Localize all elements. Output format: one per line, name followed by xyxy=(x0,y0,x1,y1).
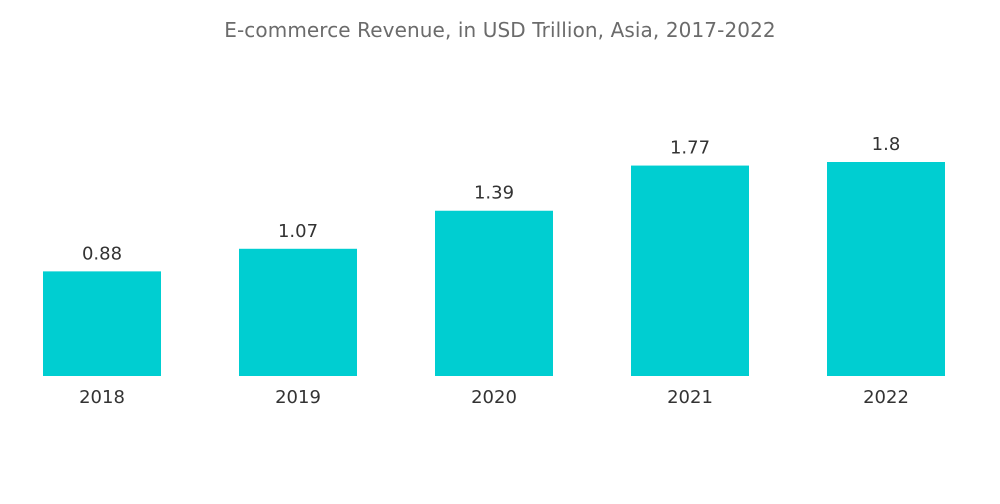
x-tick-label-2018: 2018 xyxy=(79,387,125,408)
bar-2018 xyxy=(43,271,161,376)
data-label-2019: 1.07 xyxy=(278,221,318,242)
bars-layer xyxy=(43,162,945,376)
x-tick-label-2020: 2020 xyxy=(471,387,517,408)
x-tick-label-2019: 2019 xyxy=(275,387,321,408)
bar-2019 xyxy=(239,248,357,376)
data-label-2018: 0.88 xyxy=(82,243,122,264)
data-labels-layer: 0.88 1.07 1.39 1.77 1.8 xyxy=(82,134,900,264)
x-tick-labels-layer: 2018 2019 2020 2021 2022 xyxy=(79,387,909,408)
data-label-2020: 1.39 xyxy=(474,183,514,204)
bar-2020 xyxy=(435,210,553,376)
chart-title: E-commerce Revenue, in USD Trillion, Asi… xyxy=(224,18,776,42)
x-tick-label-2022: 2022 xyxy=(863,387,909,408)
data-label-2021: 1.77 xyxy=(670,138,710,159)
bar-2021 xyxy=(631,165,749,376)
x-tick-label-2021: 2021 xyxy=(667,387,713,408)
data-label-2022: 1.8 xyxy=(872,134,901,155)
bar-2022 xyxy=(827,162,945,376)
